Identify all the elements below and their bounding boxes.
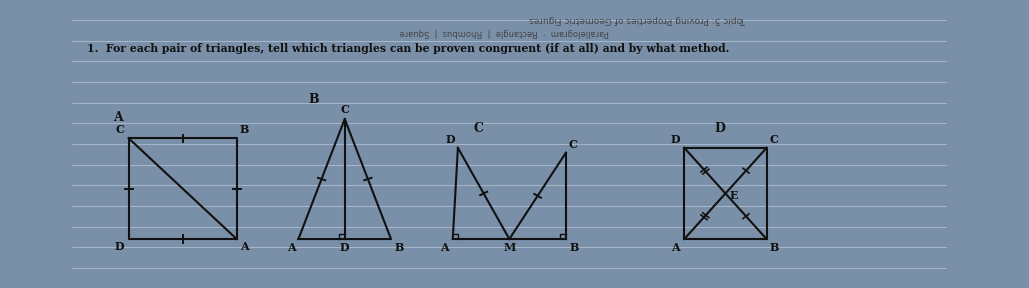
Text: D: D <box>446 134 455 145</box>
Text: A: A <box>240 241 248 252</box>
Text: C: C <box>341 104 349 115</box>
Text: B: B <box>309 93 319 106</box>
Text: D: D <box>340 242 350 253</box>
Text: B: B <box>394 242 403 253</box>
Text: A: A <box>440 242 449 253</box>
Text: A: A <box>113 111 122 124</box>
Text: C: C <box>473 122 484 135</box>
Text: A: A <box>287 242 295 253</box>
Text: 1.  For each pair of triangles, tell which triangles can be proven congruent (if: 1. For each pair of triangles, tell whic… <box>87 43 730 54</box>
Text: Parallelogram  ·  Rectangle  |  Rhombus  |  Square: Parallelogram · Rectangle | Rhombus | Sq… <box>399 28 609 37</box>
Text: A: A <box>672 242 680 253</box>
Text: D: D <box>671 134 680 145</box>
Text: D: D <box>115 241 125 252</box>
Text: B: B <box>770 242 779 253</box>
Text: B: B <box>569 242 578 253</box>
Text: Topic 5: Proving Properties of Geometric Figures: Topic 5: Proving Properties of Geometric… <box>530 15 746 24</box>
Text: B: B <box>240 124 249 135</box>
Text: E: E <box>730 190 738 201</box>
Text: C: C <box>115 124 125 135</box>
Text: C: C <box>770 134 779 145</box>
Text: D: D <box>715 122 725 135</box>
Text: C: C <box>568 139 577 150</box>
Text: M: M <box>503 242 516 253</box>
